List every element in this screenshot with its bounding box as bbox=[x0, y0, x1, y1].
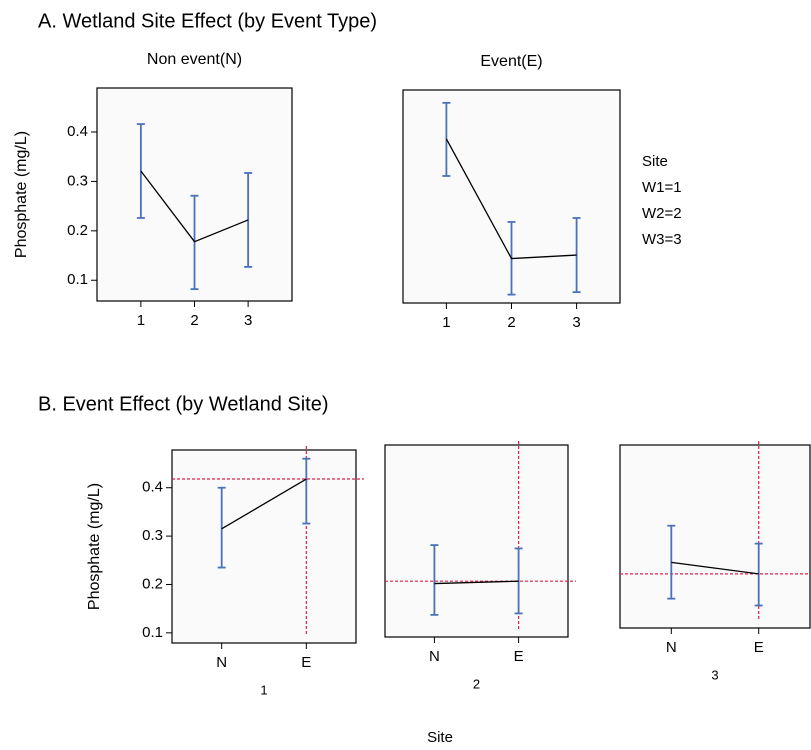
y-tick-label: 0.2 bbox=[142, 575, 163, 592]
x-tick-label: E bbox=[301, 654, 311, 671]
site-note: W2=2 bbox=[642, 205, 682, 222]
x-tick-label: 1 bbox=[442, 314, 450, 331]
y-tick-label: 0.1 bbox=[67, 271, 88, 288]
x-axis-label: Site bbox=[427, 729, 453, 746]
x-tick-label: N bbox=[216, 654, 227, 671]
y-axis-label: Phosphate (mg/L) bbox=[86, 483, 103, 610]
x-tick-label: 3 bbox=[244, 312, 252, 329]
y-tick-label: 0.2 bbox=[67, 222, 88, 239]
site-note: Site bbox=[642, 153, 668, 170]
x-tick-label: N bbox=[666, 639, 677, 656]
site-note: W1=1 bbox=[642, 179, 682, 196]
y-tick-label: 0.4 bbox=[67, 123, 88, 140]
panel-title: Non event(N) bbox=[147, 51, 242, 68]
y-axis-label: Phosphate (mg/L) bbox=[13, 131, 30, 258]
mean-line bbox=[445, 138, 577, 260]
mean-line bbox=[140, 170, 249, 243]
panel-label: 1 bbox=[260, 682, 267, 697]
section-title: B. Event Effect (by Wetland Site) bbox=[38, 393, 329, 415]
plot-area bbox=[171, 449, 357, 644]
panel-label: 3 bbox=[711, 667, 718, 682]
plot-area bbox=[619, 444, 811, 629]
x-tick-label: E bbox=[754, 639, 764, 656]
x-tick-label: N bbox=[429, 648, 440, 665]
mean-line bbox=[221, 478, 307, 530]
panel-label: 2 bbox=[473, 676, 480, 691]
site-note: W3=3 bbox=[642, 231, 682, 248]
y-tick-label: 0.3 bbox=[67, 172, 88, 189]
x-tick-label: E bbox=[514, 648, 524, 665]
mean-line bbox=[671, 561, 759, 575]
x-tick-label: 3 bbox=[572, 314, 580, 331]
mean-line bbox=[434, 580, 519, 585]
x-tick-label: 1 bbox=[137, 312, 145, 329]
section-title: A. Wetland Site Effect (by Event Type) bbox=[38, 10, 377, 32]
y-tick-label: 0.3 bbox=[142, 527, 163, 544]
panel-title: Event(E) bbox=[480, 53, 542, 70]
plot-area bbox=[384, 444, 569, 638]
y-tick-label: 0.4 bbox=[142, 479, 163, 496]
y-tick-label: 0.1 bbox=[142, 624, 163, 641]
x-tick-label: 2 bbox=[507, 314, 515, 331]
x-tick-label: 2 bbox=[190, 312, 198, 329]
